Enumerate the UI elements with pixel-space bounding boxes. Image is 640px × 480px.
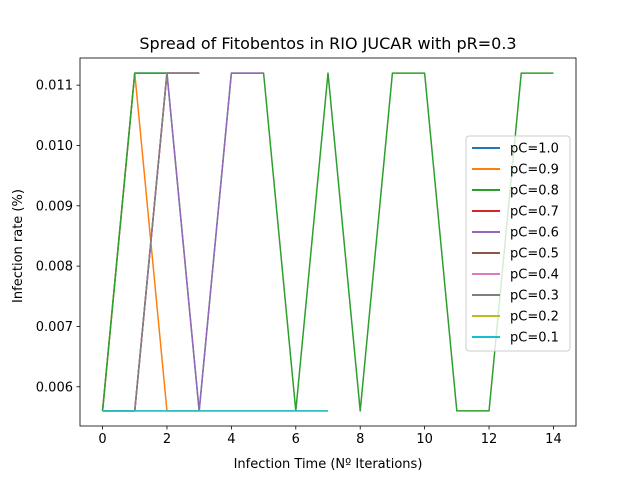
- x-axis-label: Infection Time (Nº Iterations): [234, 457, 423, 472]
- legend-entry-1: pC=0.9: [510, 163, 559, 178]
- legend-entry-2: pC=0.8: [510, 184, 559, 199]
- x-tick-label-6: 12: [481, 432, 498, 447]
- y-tick-label-2: 0.008: [36, 260, 73, 275]
- y-axis: 0.006 0.007 0.008 0.009 0.010 0.011: [36, 79, 80, 395]
- legend-entry-3: pC=0.7: [510, 205, 559, 220]
- series-line-4: [102, 72, 264, 412]
- legend: pC=1.0 pC=0.9 pC=0.8 pC=0.7 pC=0.6 pC=0.5 pC=0…: [465, 135, 571, 352]
- x-tick-label-1: 2: [163, 432, 171, 447]
- series-line-7: [102, 72, 200, 412]
- y-tick-label-0: 0.006: [36, 380, 73, 395]
- y-tick-label-5: 0.011: [36, 79, 73, 94]
- plot-frame: [79, 57, 577, 427]
- y-tick-label-3: 0.009: [36, 199, 73, 214]
- legend-entry-4: pC=0.6: [510, 226, 559, 241]
- legend-entry-5: pC=0.5: [510, 247, 559, 262]
- x-tick-label-4: 8: [356, 432, 364, 447]
- x-axis: 0 2 4 6 8 10 12 14: [98, 426, 562, 447]
- y-tick-label-1: 0.007: [36, 320, 73, 335]
- legend-entry-7: pC=0.3: [510, 289, 559, 304]
- chart-title: Spread of Fitobentos in RIO JUCAR with p…: [139, 34, 516, 53]
- legend-entry-8: pC=0.2: [510, 310, 559, 325]
- x-tick-label-5: 10: [416, 432, 433, 447]
- legend-entry-6: pC=0.4: [510, 268, 559, 283]
- y-tick-label-4: 0.010: [36, 139, 73, 154]
- x-tick-label-2: 4: [227, 432, 235, 447]
- x-tick-label-3: 6: [292, 432, 300, 447]
- x-tick-label-0: 0: [98, 432, 106, 447]
- legend-entry-0: pC=1.0: [510, 142, 559, 157]
- y-axis-label: Infection rate (%): [11, 189, 26, 303]
- legend-entry-9: pC=0.1: [510, 331, 559, 346]
- plot-area: [79, 57, 577, 427]
- x-tick-label-7: 14: [545, 432, 562, 447]
